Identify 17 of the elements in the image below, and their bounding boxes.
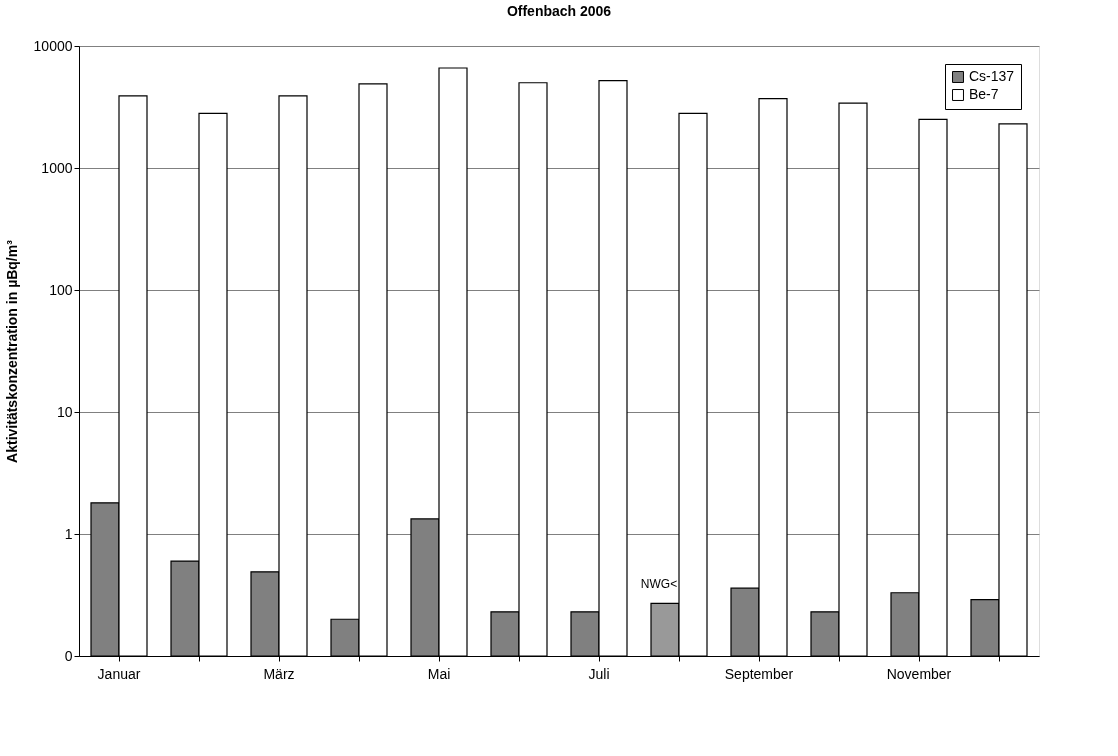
y-tick-label: 10000 bbox=[33, 37, 73, 54]
y-tick-label: 100 bbox=[49, 281, 73, 298]
y-tick-label: 10 bbox=[56, 403, 73, 420]
y-tick-label: 1 bbox=[64, 525, 73, 542]
chart-title: Offenbach 2006 bbox=[506, 3, 612, 19]
y-tick-label: 1000 bbox=[41, 159, 73, 176]
y-tick-label: 0 bbox=[64, 647, 73, 664]
legend-label: Be-7 bbox=[969, 86, 999, 102]
x-tick-label: November bbox=[886, 665, 952, 682]
y-axis-title: Aktivitätskonzentration in µBq/m³ bbox=[3, 239, 20, 463]
annotation: NWG< bbox=[640, 577, 678, 592]
x-tick-label: Mai bbox=[427, 665, 451, 682]
x-tick-label: Januar bbox=[97, 665, 141, 682]
legend-label: Cs-137 bbox=[969, 68, 1015, 84]
x-tick-label: Juli bbox=[588, 665, 610, 682]
x-tick-label: März bbox=[263, 665, 295, 682]
x-tick-label: September bbox=[724, 665, 794, 682]
